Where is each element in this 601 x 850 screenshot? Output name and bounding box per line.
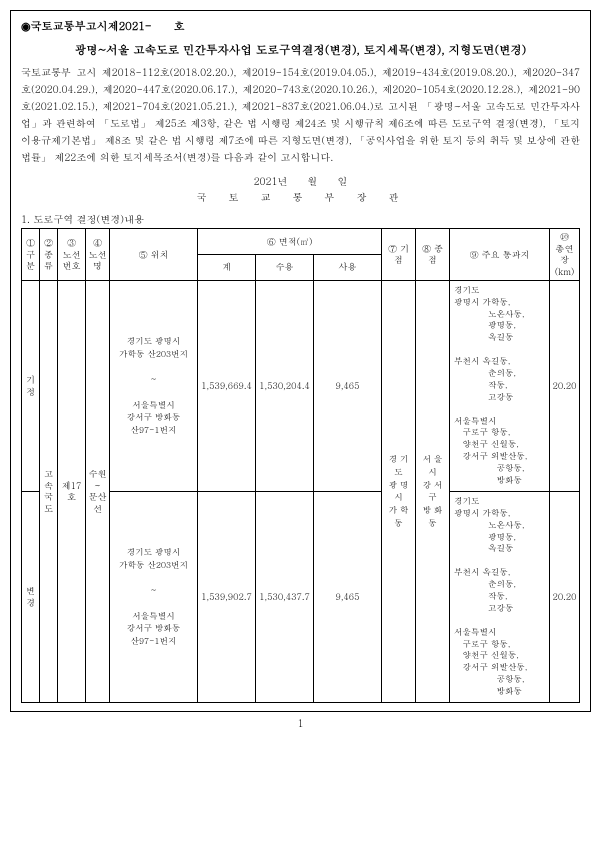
th-area-use: 사용 bbox=[314, 254, 382, 280]
cell-length: 20.20 bbox=[550, 491, 580, 702]
section-heading: 1. 도로구역 결정(변경)내용 bbox=[21, 212, 580, 226]
cell-location: 경기도 광명시가학동 산203번지~서울특별시강서구 방화동산97-1번지 bbox=[110, 280, 198, 491]
main-title: 광명~서울 고속도로 민간투자사업 도로구역결정(변경), 토지세목(변경), … bbox=[21, 42, 580, 58]
cell-area-take: 1,530,437.7 bbox=[256, 491, 314, 702]
date-line: 2021년 월 일 bbox=[21, 174, 580, 188]
cell-pass: 경기도광명시 가학동, 노온사동, 광명동, 옥길동부천시 옥길동, 춘의동, … bbox=[450, 280, 550, 491]
notice-number: ◉국토교통부고시제2021- 호 bbox=[21, 19, 580, 34]
th-area-take: 수용 bbox=[256, 254, 314, 280]
cell-area-take: 1,530,204.4 bbox=[256, 280, 314, 491]
road-zone-table: ①구분 ②종류 ③노선번호 ④노선명 ⑤ 위치 ⑥ 면적(㎡) ⑦ 기점 ⑧ 종… bbox=[21, 228, 580, 703]
th-length: ⑩총연장(km) bbox=[550, 229, 580, 281]
cell-gubun: 기정 bbox=[22, 280, 40, 491]
th-route-name: ④노선명 bbox=[86, 229, 110, 281]
th-route-no: ③노선번호 bbox=[58, 229, 86, 281]
cell-end: 서 울 시강 서 구방 화 동 bbox=[416, 280, 450, 702]
th-start: ⑦ 기점 bbox=[382, 229, 416, 281]
cell-area-use: 9,465 bbox=[314, 280, 382, 491]
page-frame: ◉국토교통부고시제2021- 호 광명~서울 고속도로 민간투자사업 도로구역결… bbox=[10, 10, 591, 712]
page-number: 1 bbox=[10, 716, 591, 730]
table-row: 기정 고속국도 제17호 수원~문산선 경기도 광명시가학동 산203번지~서울… bbox=[22, 280, 580, 491]
cell-gubun: 변경 bbox=[22, 491, 40, 702]
th-gubun: ①구분 bbox=[22, 229, 40, 281]
th-pass: ⑨ 주요 통과지 bbox=[450, 229, 550, 281]
cell-route-no: 제17호 bbox=[58, 280, 86, 702]
th-end: ⑧ 종점 bbox=[416, 229, 450, 281]
cell-area-total: 1,539,669.4 bbox=[198, 280, 256, 491]
cell-start: 경 기 도광 명 시가 학 동 bbox=[382, 280, 416, 702]
cell-pass: 경기도광명시 가학동, 노온사동, 광명동, 옥길동부천시 옥길동, 춘의동, … bbox=[450, 491, 550, 702]
th-kind: ②종류 bbox=[40, 229, 58, 281]
minister-line: 국 토 교 통 부 장 관 bbox=[21, 190, 580, 204]
cell-kind: 고속국도 bbox=[40, 280, 58, 702]
th-area-total: 계 bbox=[198, 254, 256, 280]
cell-area-total: 1,539,902.7 bbox=[198, 491, 256, 702]
cell-length: 20.20 bbox=[550, 280, 580, 491]
cell-route-name: 수원~문산선 bbox=[86, 280, 110, 702]
body-paragraph: 국토교통부 고시 제2018-112호(2018.02.20.), 제2019-… bbox=[21, 64, 580, 166]
cell-location: 경기도 광명시가학동 산203번지~서울특별시강서구 방화동산97-1번지 bbox=[110, 491, 198, 702]
cell-area-use: 9,465 bbox=[314, 491, 382, 702]
th-area: ⑥ 면적(㎡) bbox=[198, 229, 382, 255]
th-location: ⑤ 위치 bbox=[110, 229, 198, 281]
